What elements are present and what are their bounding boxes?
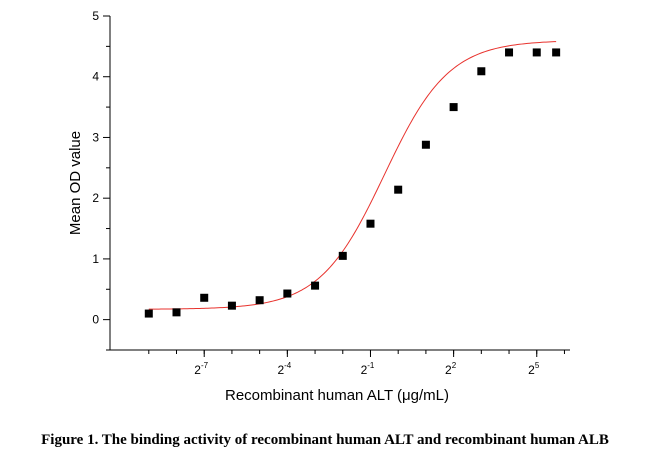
data-point: [255, 296, 264, 305]
axes: [109, 16, 570, 351]
data-point: [338, 251, 347, 260]
data-point: [172, 308, 181, 317]
chart: 0 1 2 3 4 5 2-7 2-4 2-1 22 25 Mean OD value Recom…: [67, 9, 570, 404]
y-tick-label: 1: [92, 252, 99, 266]
data-point: [532, 48, 541, 57]
data-point: [227, 301, 236, 310]
y-tick-label: 2: [92, 191, 99, 205]
y-tick-label: 4: [92, 70, 99, 84]
figure-caption: Figure 1. The binding activity of recomb…: [41, 432, 609, 448]
data-point: [200, 293, 209, 302]
data-point: [421, 140, 430, 149]
y-tick-label: 0: [92, 313, 99, 327]
x-tick-label: 2-1: [361, 361, 375, 377]
y-tick-label: 5: [92, 9, 99, 23]
data-point: [366, 219, 375, 228]
x-axis-title: Recombinant human ALT (μg/mL): [225, 387, 449, 404]
y-axis-title: Mean OD value: [67, 131, 84, 235]
x-tick-label: 2-4: [277, 361, 291, 377]
data-point: [477, 67, 486, 76]
x-tick-label: 25: [528, 361, 540, 377]
data-point: [283, 289, 292, 298]
data-point: [311, 281, 320, 290]
fit-curve: [148, 41, 557, 310]
data-point: [144, 309, 153, 318]
data-point: [394, 185, 403, 194]
chart-svg: 0 1 2 3 4 5 2-7 2-4 2-1 22 25 Mean OD value Recom…: [67, 9, 570, 404]
x-tick-label: 2-7: [194, 361, 208, 377]
x-tick-label: 22: [445, 361, 457, 377]
y-tick-label: 3: [92, 130, 99, 144]
data-point: [505, 48, 514, 57]
data-point: [552, 48, 561, 57]
data-point: [449, 103, 458, 112]
